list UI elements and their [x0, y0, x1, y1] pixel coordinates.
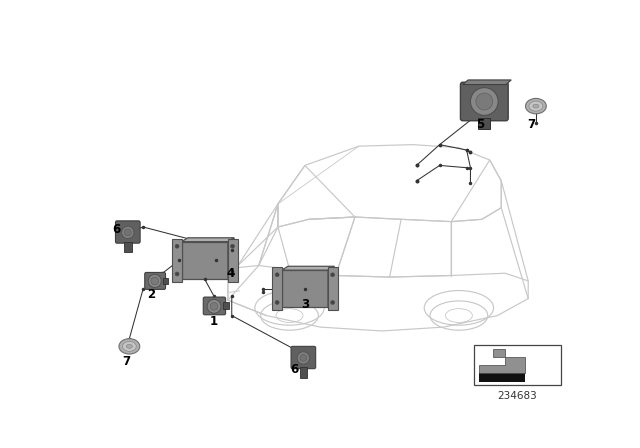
Bar: [300, 367, 307, 378]
Bar: [163, 278, 168, 284]
Text: 5: 5: [476, 118, 484, 131]
Polygon shape: [228, 238, 234, 279]
FancyBboxPatch shape: [115, 221, 140, 243]
Ellipse shape: [230, 272, 234, 276]
Ellipse shape: [470, 88, 498, 116]
Ellipse shape: [297, 352, 310, 364]
Bar: [172, 238, 182, 282]
Ellipse shape: [122, 226, 134, 238]
Ellipse shape: [119, 339, 140, 354]
Ellipse shape: [275, 273, 279, 277]
Bar: [474, 345, 561, 385]
Ellipse shape: [210, 302, 218, 310]
Text: 234683: 234683: [497, 391, 538, 401]
FancyBboxPatch shape: [145, 272, 166, 289]
Bar: [228, 238, 238, 282]
Ellipse shape: [533, 104, 539, 108]
Ellipse shape: [300, 354, 307, 362]
Text: 1: 1: [210, 315, 218, 328]
Bar: [182, 241, 228, 279]
Text: 6: 6: [112, 223, 120, 236]
Ellipse shape: [126, 345, 132, 348]
FancyBboxPatch shape: [460, 82, 508, 121]
Text: 3: 3: [301, 297, 309, 310]
Bar: [272, 267, 282, 310]
Ellipse shape: [151, 277, 159, 285]
Bar: [328, 267, 338, 310]
Text: 4: 4: [226, 267, 234, 280]
Ellipse shape: [124, 229, 131, 236]
Polygon shape: [182, 238, 234, 241]
Bar: [223, 302, 228, 310]
Polygon shape: [479, 357, 525, 373]
Polygon shape: [282, 266, 334, 270]
Text: 6: 6: [290, 363, 298, 376]
Ellipse shape: [148, 274, 161, 288]
FancyBboxPatch shape: [291, 346, 316, 369]
Ellipse shape: [525, 99, 547, 114]
Bar: [479, 373, 525, 382]
Ellipse shape: [331, 301, 335, 304]
Ellipse shape: [331, 273, 335, 277]
Polygon shape: [463, 80, 511, 85]
Ellipse shape: [207, 299, 221, 313]
Polygon shape: [493, 349, 505, 357]
Polygon shape: [328, 266, 334, 307]
Bar: [282, 270, 328, 307]
Text: 7: 7: [122, 355, 131, 368]
Bar: [478, 118, 490, 129]
FancyBboxPatch shape: [204, 297, 225, 315]
Ellipse shape: [529, 101, 543, 111]
Ellipse shape: [175, 244, 179, 248]
Bar: [124, 241, 132, 252]
Ellipse shape: [476, 93, 493, 110]
Text: 2: 2: [147, 288, 155, 301]
Ellipse shape: [175, 272, 179, 276]
Text: 7: 7: [527, 118, 535, 131]
Ellipse shape: [122, 341, 136, 351]
Ellipse shape: [230, 244, 234, 248]
Ellipse shape: [275, 301, 279, 304]
